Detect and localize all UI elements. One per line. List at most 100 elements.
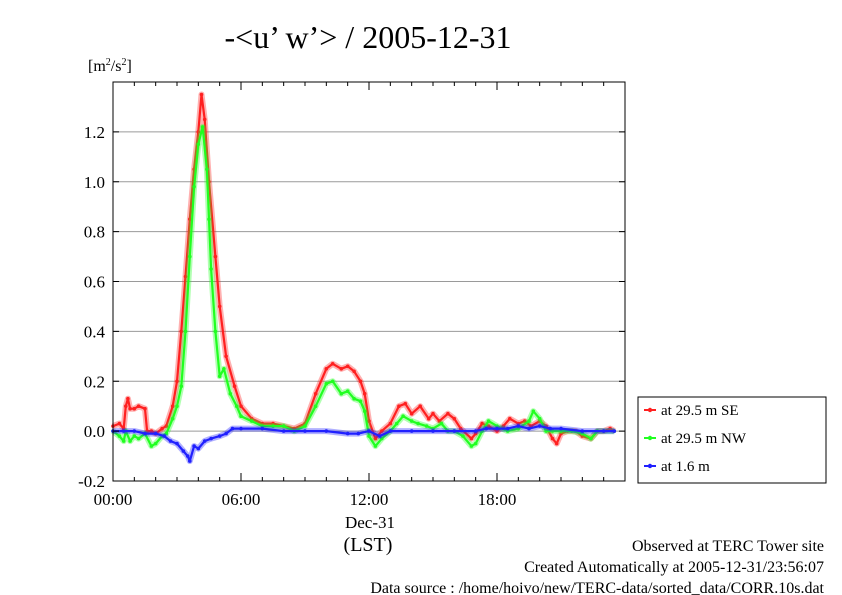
y-tick-label: 1.2 (84, 123, 105, 142)
data-point (281, 429, 286, 433)
legend-box (637, 396, 827, 484)
data-point (426, 416, 431, 421)
y-tick-label: 0.0 (84, 422, 105, 441)
data-point (153, 431, 158, 436)
data-point (559, 431, 563, 436)
x-axis-date-label: Dec-31 (345, 513, 395, 532)
y-unit-end: ] (126, 58, 131, 75)
data-point (452, 429, 457, 433)
data-point (345, 431, 350, 436)
data-point (271, 421, 275, 426)
data-point (403, 401, 408, 406)
data-point (132, 406, 137, 411)
data-point (505, 429, 510, 433)
series-1 (111, 123, 617, 450)
data-point (181, 449, 186, 453)
data-point (121, 426, 126, 431)
data-point (537, 416, 542, 421)
data-point (213, 329, 218, 334)
data-point (179, 384, 184, 389)
data-point (446, 411, 450, 416)
data-point (149, 429, 154, 433)
x-tick-label: 00:00 (94, 490, 133, 509)
data-point (209, 267, 213, 271)
data-point (409, 429, 414, 433)
legend: at 29.5 m SE at 29.5 m NW at 1.6 m (637, 396, 827, 484)
data-point (339, 367, 344, 371)
data-point (480, 421, 484, 426)
data-point (388, 421, 393, 426)
data-point (143, 431, 147, 436)
data-point (132, 434, 137, 438)
data-point (149, 444, 154, 448)
data-point (249, 419, 254, 423)
data-point (324, 381, 329, 386)
data-point (199, 92, 204, 97)
y-unit-sup2: 2 (121, 57, 126, 68)
data-point (589, 436, 593, 441)
data-point (217, 304, 222, 309)
data-point (516, 421, 521, 426)
data-point (380, 429, 384, 433)
data-point (202, 117, 207, 122)
data-point (234, 404, 239, 409)
data-point (230, 426, 235, 431)
data-point (192, 444, 196, 448)
data-point (388, 429, 393, 433)
legend-marker (647, 463, 653, 469)
data-point (409, 419, 414, 423)
data-point (224, 431, 228, 436)
data-point (550, 436, 555, 441)
data-point (580, 431, 585, 436)
data-point (145, 429, 149, 433)
data-point (164, 424, 169, 428)
data-point (612, 429, 617, 433)
legend-label: at 29.5 m SE (661, 403, 739, 419)
data-point (205, 167, 209, 172)
data-point (136, 404, 141, 409)
data-point (452, 416, 457, 421)
data-point (431, 411, 435, 416)
data-point (345, 364, 350, 369)
data-point (608, 426, 612, 431)
data-point (495, 424, 499, 428)
series-layer (111, 91, 617, 465)
data-point (486, 419, 491, 423)
y-tick-label: 1.0 (84, 173, 105, 192)
y-tick-label: 0.4 (84, 322, 106, 341)
data-point (373, 436, 378, 441)
y-unit-sup1: 2 (106, 57, 111, 68)
data-point (554, 441, 559, 446)
y-tick-label: 0.6 (84, 273, 105, 292)
y-tick-label: 0.8 (84, 223, 105, 242)
data-point (202, 439, 207, 443)
data-point (473, 429, 478, 433)
data-point (117, 434, 122, 438)
data-point (416, 421, 420, 426)
data-point (559, 426, 563, 431)
data-point (362, 409, 367, 414)
data-point (200, 125, 205, 129)
data-point (473, 441, 478, 446)
data-point (544, 429, 548, 433)
data-point (531, 409, 536, 414)
data-point (495, 429, 499, 433)
footer-created: Created Automatically at 2005-12-31/23:5… (524, 559, 824, 576)
data-point (580, 429, 585, 433)
data-point (228, 391, 233, 396)
data-point (437, 419, 442, 423)
data-point (183, 274, 188, 279)
y-axis: -0.2 0.0 0.2 0.4 0.6 0.8 1.0 1.2 (78, 123, 625, 491)
data-point (124, 404, 128, 409)
data-point (431, 426, 435, 431)
data-point (239, 404, 243, 409)
data-point (352, 396, 356, 401)
data-point (469, 436, 474, 441)
chart-title: -<u’ w’> / 2005-12-31 (225, 19, 512, 55)
data-point (358, 399, 363, 404)
data-point (175, 379, 179, 384)
data-point (217, 374, 222, 379)
data-point (213, 254, 218, 259)
data-point (458, 426, 463, 431)
data-point (175, 441, 179, 446)
